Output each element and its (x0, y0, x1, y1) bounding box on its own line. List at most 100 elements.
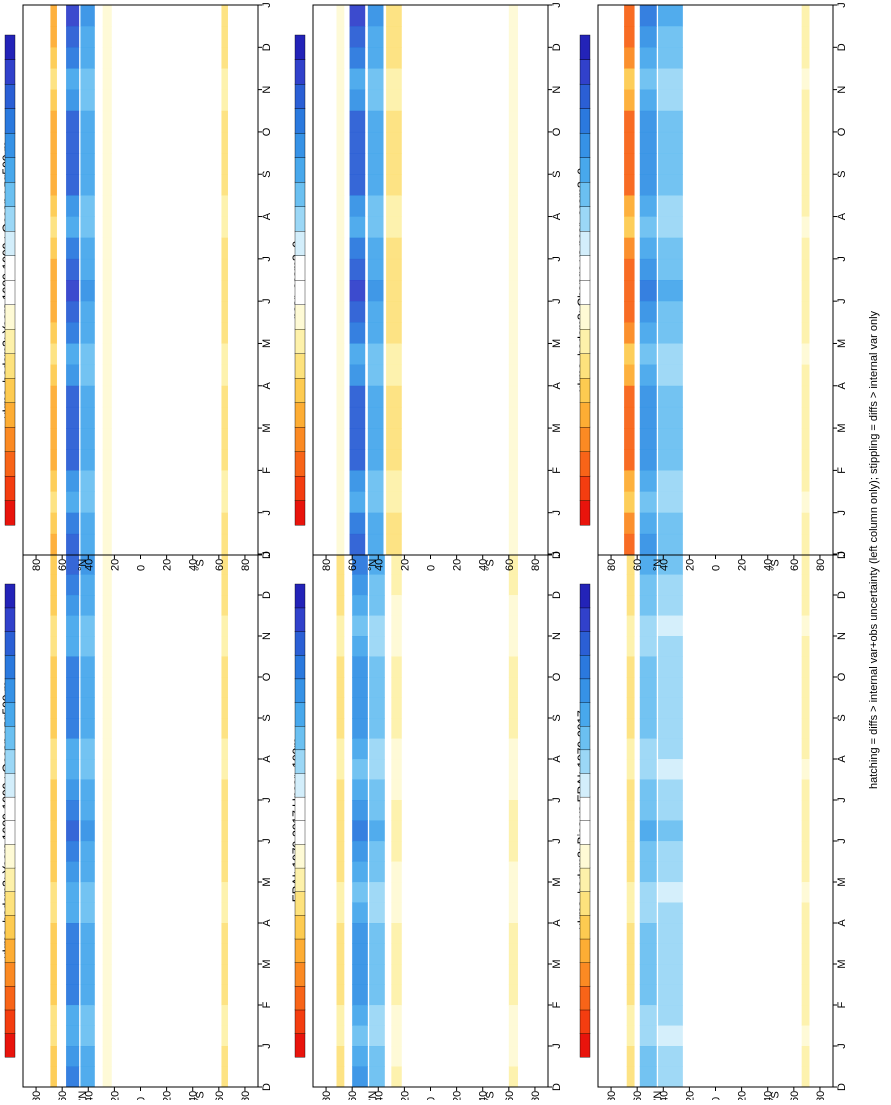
lat-tick-label: 60 (214, 1091, 226, 1100)
colorbar-cell (579, 83, 591, 109)
band-4-seg (221, 943, 228, 965)
band-2-seg (80, 1005, 95, 1026)
band-3-seg (102, 574, 112, 596)
band-2-seg (367, 153, 384, 175)
lat-tick-label: 60 (214, 559, 226, 571)
band-3-seg (386, 322, 402, 344)
band-2-seg (80, 636, 95, 657)
band-0-seg (336, 5, 345, 27)
month-tick-label: M (261, 339, 273, 348)
month-tick-label: J (551, 2, 563, 8)
band-1-seg (66, 449, 80, 471)
month-tick-label: D (261, 591, 273, 599)
band-4-seg (508, 406, 518, 429)
month-tick-label: M (836, 959, 848, 968)
band-0-seg (624, 512, 635, 535)
month-tick-label: O (836, 672, 848, 681)
band-4-seg (221, 5, 228, 27)
band-1-seg (639, 1066, 657, 1088)
band-0-seg (624, 470, 635, 493)
band-0-seg (336, 697, 345, 719)
band-0-seg (50, 449, 57, 471)
month-tick-label: J (261, 2, 273, 8)
band-1-seg (639, 258, 657, 281)
month-tick-label: J (261, 256, 273, 262)
band-2-seg (369, 738, 385, 760)
month-tick-label: S (261, 171, 273, 178)
colorbar-cell (579, 328, 591, 354)
colorbar-cell (294, 230, 306, 256)
band-3-seg (391, 595, 402, 616)
band-3-seg (689, 364, 703, 387)
band-3-seg (391, 902, 402, 924)
band-2-seg (80, 174, 95, 196)
band-0-seg (50, 554, 57, 575)
band-0-seg (50, 677, 57, 698)
band-4-seg (801, 470, 810, 493)
colorbar-cell (294, 34, 306, 60)
band-2-seg (369, 1025, 385, 1047)
colorbar-cell (294, 820, 306, 845)
band-0-seg (336, 964, 345, 985)
colorbar-cell (294, 304, 306, 330)
plot-area (598, 5, 833, 555)
band-3-seg (102, 174, 112, 196)
band-4-seg (508, 491, 518, 514)
band-1-seg (639, 697, 657, 719)
band-3-seg (102, 512, 112, 535)
colorbar-cell (579, 304, 591, 330)
band-0-seg (336, 26, 345, 48)
band-2-seg (658, 636, 683, 657)
band-1-seg (639, 1046, 657, 1067)
band-4-seg (508, 677, 518, 698)
band-1-seg (349, 153, 366, 175)
band-3-seg (102, 216, 112, 239)
band-3-seg (386, 47, 402, 69)
band-2-seg (80, 738, 95, 760)
band-0-seg (336, 861, 345, 883)
band-1-seg (349, 385, 366, 408)
band-4-seg (221, 406, 228, 429)
band-4-seg (508, 5, 518, 27)
band-4-seg (508, 861, 518, 883)
band-3-seg (102, 533, 112, 556)
band-3-seg (102, 470, 112, 493)
band-4-seg (508, 470, 518, 493)
band-0-seg (50, 759, 57, 780)
lat-tick-label: 60 (57, 559, 69, 571)
band-1-seg (66, 301, 80, 323)
band-4-seg (508, 656, 518, 678)
colorbar-cell (294, 353, 306, 379)
band-4-seg (801, 406, 810, 429)
band-0-seg (336, 923, 345, 944)
band-3-seg (102, 595, 112, 616)
colorbar-cell (294, 1009, 306, 1034)
band-3-seg (102, 615, 112, 637)
band-2-seg (367, 26, 384, 48)
band-4-seg (221, 841, 228, 862)
band-4-seg (508, 322, 518, 344)
band-4-seg (508, 449, 518, 471)
lat-tick-label: 60 (347, 559, 359, 571)
colorbar-cell (294, 631, 306, 656)
lat-tick-label: 20 (684, 559, 696, 571)
band-3-seg (386, 428, 402, 450)
band-0-seg (626, 820, 635, 842)
band-0-seg (50, 697, 57, 719)
band-4-seg (221, 759, 228, 780)
band-2-seg (658, 533, 683, 556)
band-1-seg (66, 428, 80, 450)
band-0-seg (626, 1046, 635, 1067)
band-1-seg (352, 595, 368, 616)
band-1-seg (639, 820, 657, 842)
band-4-seg (801, 533, 810, 556)
band-1-seg (639, 615, 657, 637)
band-3-seg (102, 89, 112, 112)
band-2-seg (658, 943, 683, 965)
colorbar-cell (4, 132, 16, 158)
band-4-seg (508, 615, 518, 637)
band-2-seg (80, 882, 95, 903)
band-2-seg (80, 364, 95, 387)
band-1-seg (639, 779, 657, 801)
band-0-seg (626, 656, 635, 678)
